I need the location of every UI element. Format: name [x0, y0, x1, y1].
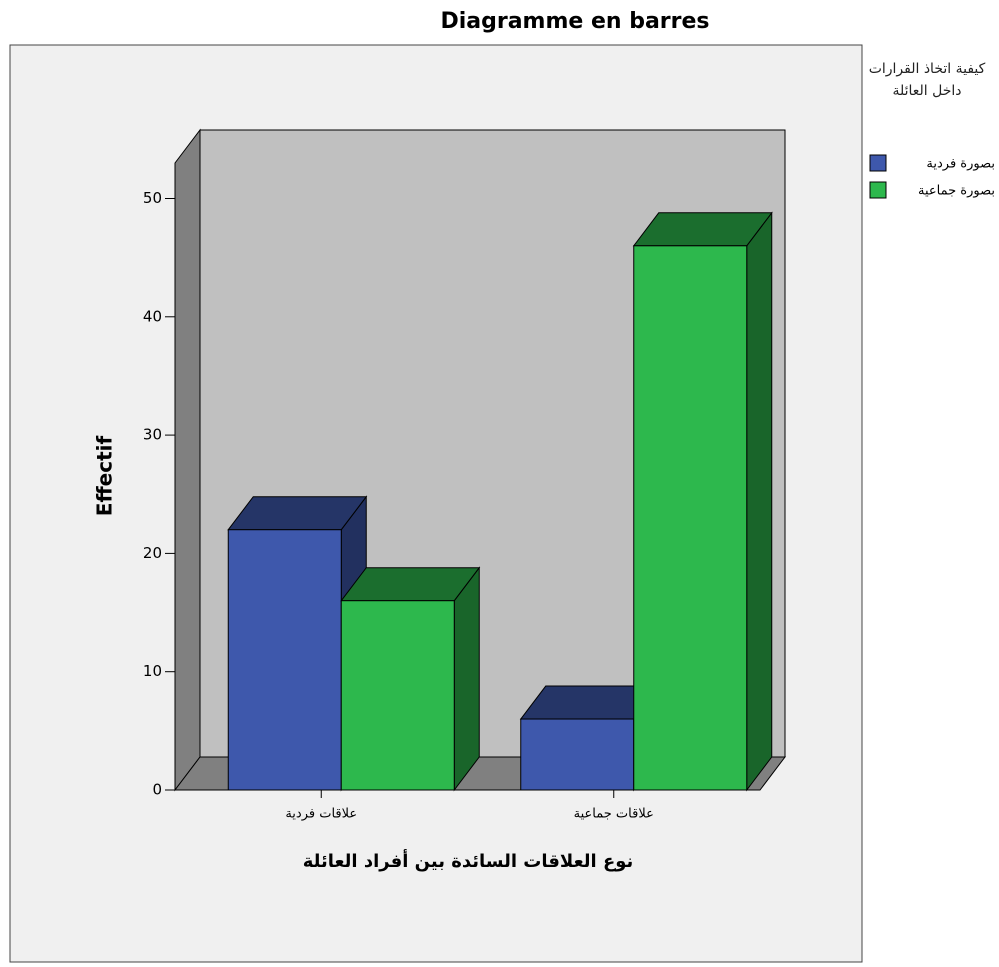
bar-top	[632, 212, 773, 247]
y-tick-label: 10	[143, 662, 162, 680]
legend-swatch	[869, 154, 887, 172]
y-tick-label: 30	[143, 426, 162, 444]
bar	[633, 245, 748, 791]
y-tick-label: 40	[143, 307, 162, 325]
legend-swatch	[869, 181, 887, 199]
y-tick-label: 50	[143, 189, 162, 207]
legend-label: بصورة جماعية	[918, 184, 995, 199]
x-axis-label: نوع العلاقات السائدة بين أفراد العائلة	[303, 849, 634, 872]
side-wall	[174, 128, 201, 792]
bar	[520, 718, 635, 791]
chart-title: Diagramme en barres	[440, 9, 709, 34]
y-axis-label: Effectif	[93, 436, 117, 517]
legend-label: بصورة فردية	[926, 157, 995, 172]
y-tick-label: 20	[143, 544, 162, 562]
bar-top	[340, 567, 481, 602]
bar-side	[453, 566, 480, 792]
bar	[340, 600, 455, 791]
bar	[227, 529, 342, 791]
bar-top	[227, 496, 368, 531]
x-tick-label: علاقات جماعية	[574, 807, 654, 822]
legend-title: كيفية اتخاذ القرارات داخل العائلة	[868, 61, 986, 99]
y-tick-label: 0	[152, 781, 162, 799]
bar-side	[746, 211, 773, 792]
x-tick-label: علاقات فردية	[285, 807, 357, 822]
